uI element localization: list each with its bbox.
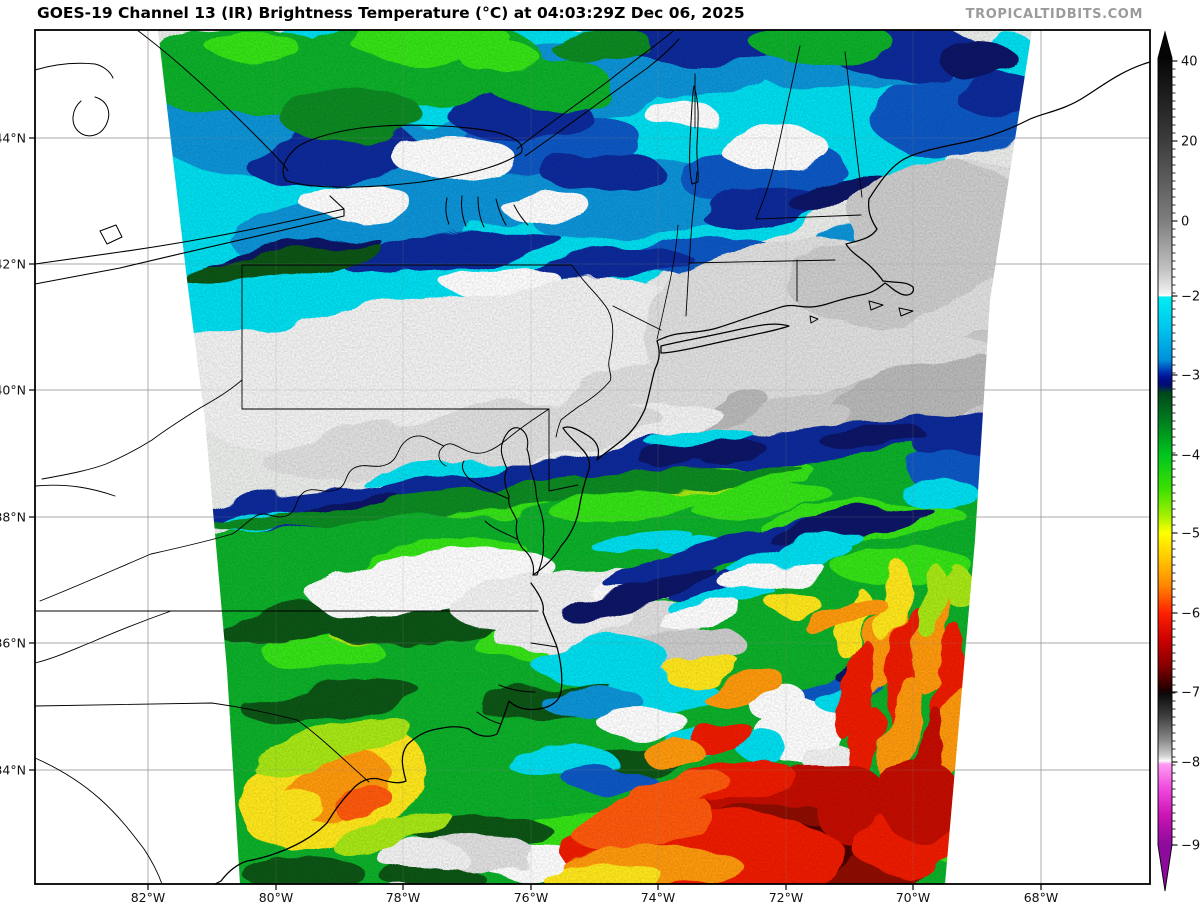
geo-outline bbox=[34, 757, 163, 885]
geo-outline bbox=[809, 300, 914, 324]
geo-outline bbox=[231, 408, 550, 535]
map-frame bbox=[34, 29, 1151, 885]
geo-outline bbox=[41, 379, 243, 480]
geo-outline bbox=[532, 61, 1151, 576]
colorbar-arrow-bottom bbox=[1158, 845, 1172, 891]
colorbar-tick-label: −50 bbox=[1181, 527, 1200, 542]
geo-outline bbox=[282, 124, 523, 188]
lat-tick-label: 36°N bbox=[0, 636, 26, 651]
page-title: GOES-19 Channel 13 (IR) Brightness Tempe… bbox=[37, 4, 745, 22]
geo-outline bbox=[844, 51, 863, 198]
lat-tick-label: 44°N bbox=[0, 131, 26, 146]
lon-tick-label: 70°W bbox=[896, 890, 931, 905]
geo-outline bbox=[656, 224, 679, 340]
satellite-swath bbox=[158, 30, 1032, 884]
colorbar-tick-label: −60 bbox=[1181, 607, 1200, 622]
lon-tick-label: 78°W bbox=[386, 890, 421, 905]
tropicaltidbits-watermark: TROPICALTIDBITS.COM bbox=[965, 7, 1143, 22]
lon-tick-label: 80°W bbox=[259, 890, 294, 905]
geo-outline bbox=[34, 195, 345, 285]
lat-tick-label: 38°N bbox=[0, 510, 26, 525]
geo-outline bbox=[755, 214, 862, 220]
lat-tick-label: 42°N bbox=[0, 257, 26, 272]
colorbar-tick-label: 20 bbox=[1181, 135, 1198, 150]
colorbar-tick-label: −80 bbox=[1181, 756, 1200, 771]
geo-outline bbox=[445, 195, 529, 228]
colorbar-tick-label: 40 bbox=[1181, 55, 1198, 70]
colorbar-tick-label: 0 bbox=[1181, 215, 1189, 230]
geo-outline bbox=[500, 427, 545, 576]
geo-outline bbox=[612, 305, 662, 331]
colorbar-tick-label: −40 bbox=[1181, 449, 1200, 464]
colorbar-gradient-bar bbox=[1158, 58, 1172, 845]
geo-outline bbox=[689, 85, 699, 185]
colorbar: 40 20 0 −20 −30 −40 −50 −60 −70 −80 −90 bbox=[1157, 30, 1200, 892]
geo-outline bbox=[461, 460, 518, 540]
colorbar-tick-label: −30 bbox=[1181, 369, 1200, 384]
gridlines-overlay bbox=[35, 30, 1150, 884]
lon-tick-label: 74°W bbox=[641, 890, 676, 905]
lat-tick-label: 40°N bbox=[0, 383, 26, 398]
axes: 44°N 42°N 40°N 38°N 36°N 34°N 82°W 80°W 78°W 76°W… bbox=[0, 131, 1058, 906]
lon-tick-label: 68°W bbox=[1024, 890, 1059, 905]
geo-outline bbox=[660, 323, 790, 354]
colorbar-tick-label: −70 bbox=[1181, 686, 1200, 701]
geo-outline bbox=[685, 73, 698, 317]
geo-outline bbox=[34, 484, 116, 497]
geo-outline bbox=[555, 264, 614, 438]
geo-outline bbox=[516, 30, 680, 157]
imagery-grain-texture bbox=[158, 30, 1032, 884]
colorbar-arrow-top bbox=[1158, 32, 1172, 58]
geo-outline bbox=[39, 533, 233, 602]
geo-outline bbox=[34, 610, 172, 664]
colorbar-tick-label: −20 bbox=[1181, 290, 1200, 305]
geo-outline bbox=[214, 582, 563, 885]
lon-tick-label: 76°W bbox=[514, 890, 549, 905]
geography-outlines bbox=[34, 29, 1151, 885]
geo-outline bbox=[99, 224, 123, 245]
geo-outline bbox=[476, 642, 558, 725]
geo-outline bbox=[688, 259, 836, 302]
geo-outline bbox=[34, 702, 370, 783]
geo-outline bbox=[241, 264, 579, 492]
geo-outline bbox=[34, 29, 289, 172]
colorbar-tick-label: −90 bbox=[1181, 839, 1200, 854]
lon-tick-label: 72°W bbox=[769, 890, 804, 905]
lon-tick-label: 82°W bbox=[131, 890, 166, 905]
lat-tick-label: 34°N bbox=[0, 763, 26, 778]
geo-outline bbox=[755, 45, 801, 220]
